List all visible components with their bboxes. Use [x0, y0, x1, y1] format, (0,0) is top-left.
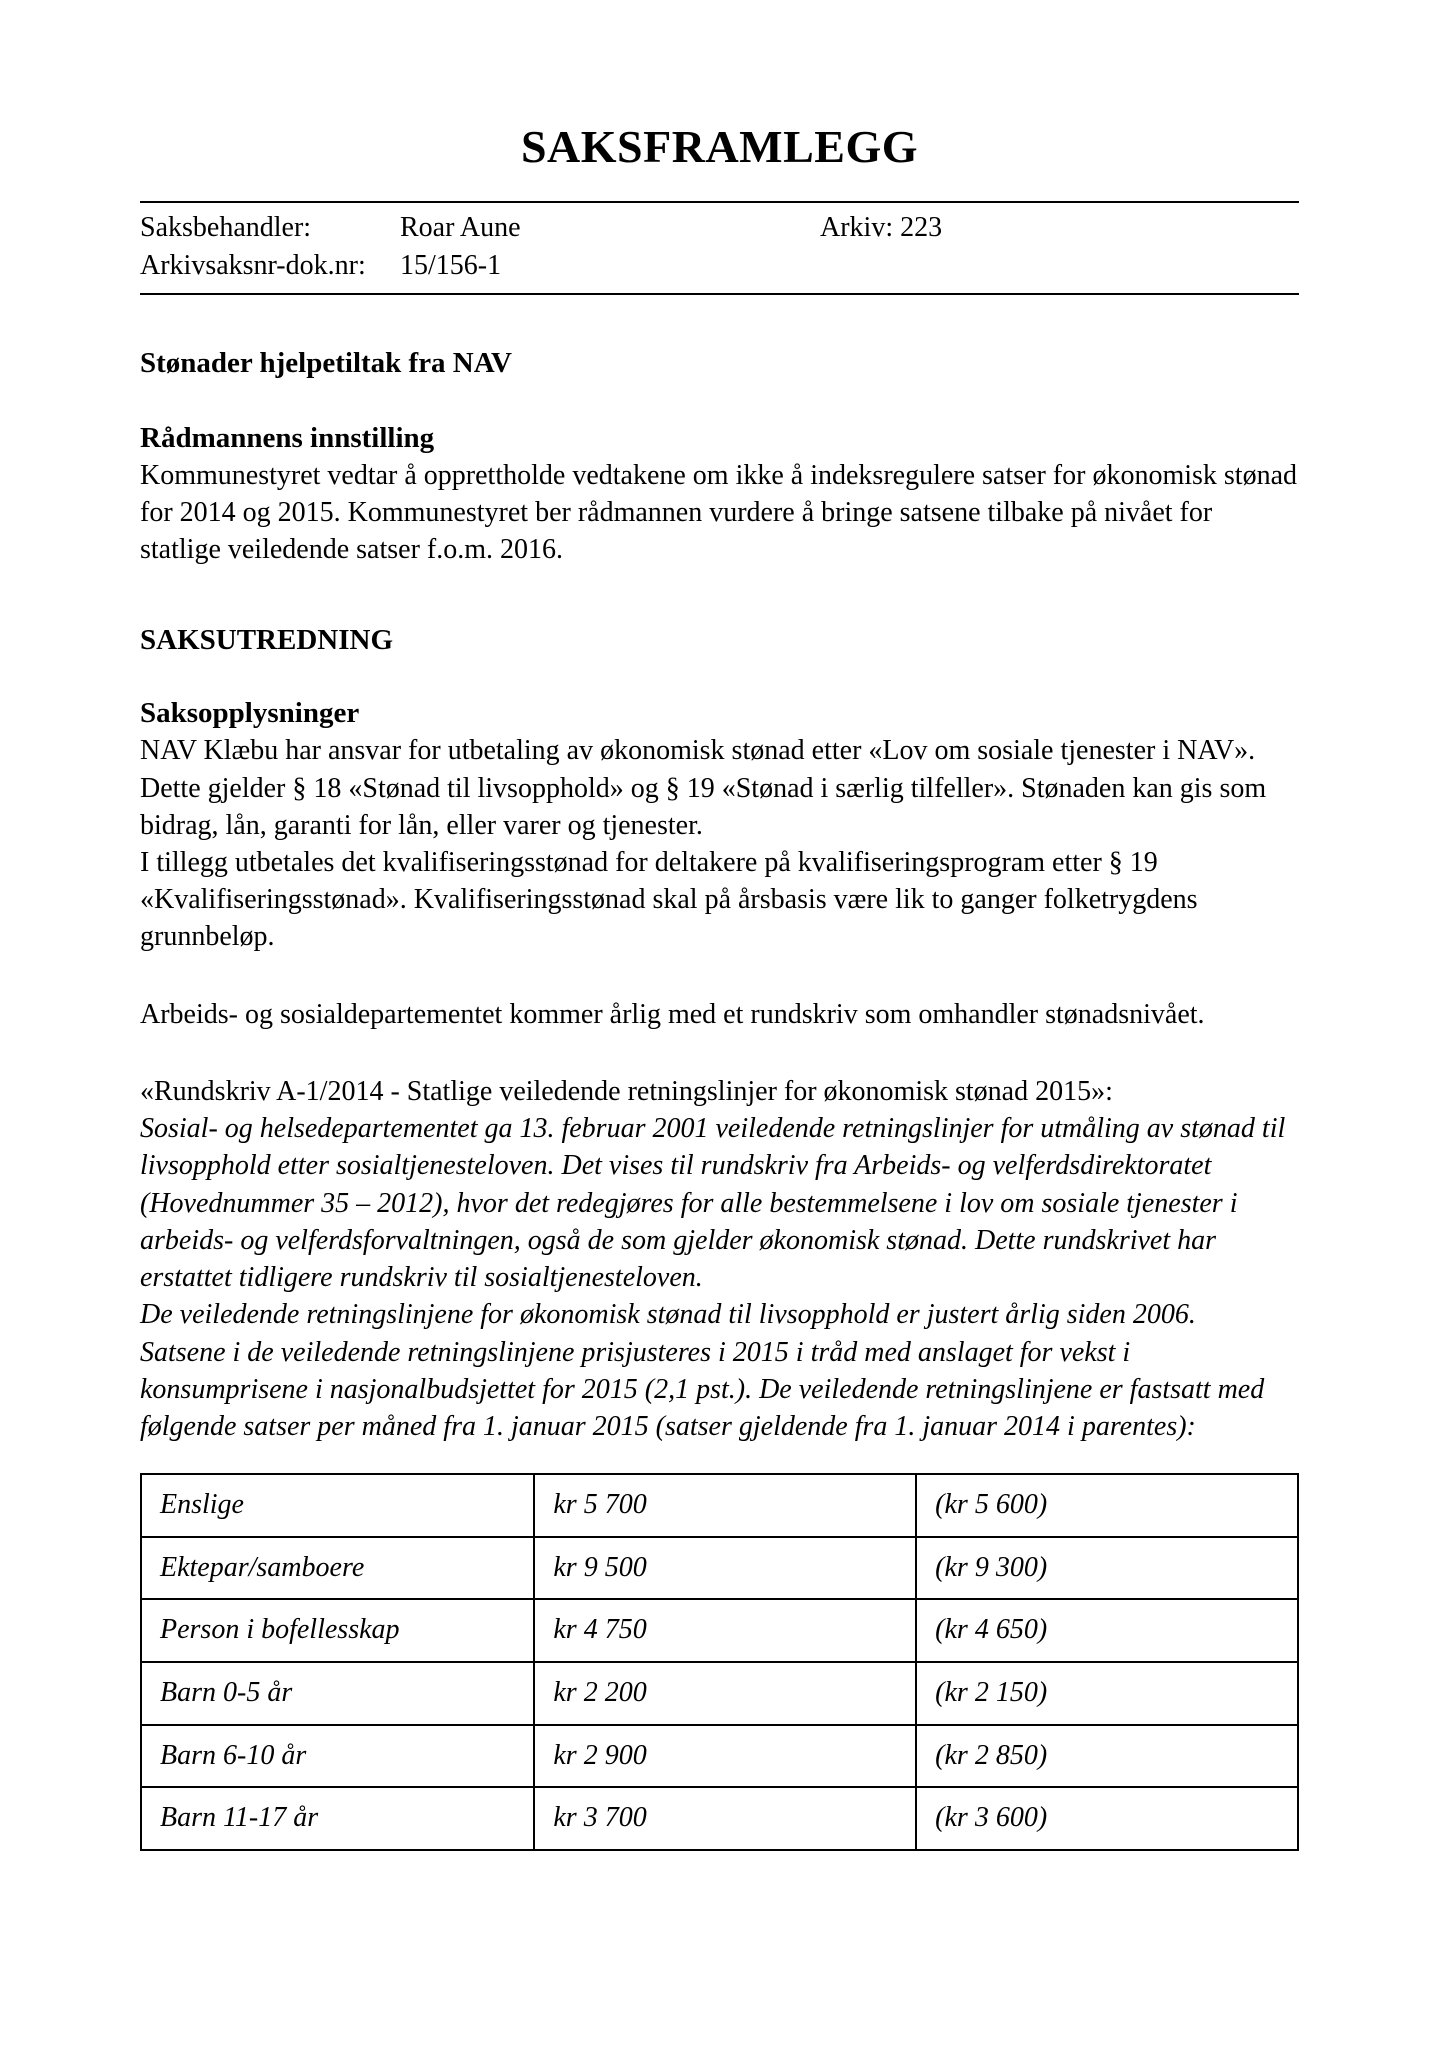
meta-caseno-value: 15/156-1 — [400, 247, 820, 285]
rate-category: Person i bofellesskap — [141, 1599, 534, 1662]
meta-row-caseno: Arkivsaksnr-dok.nr: 15/156-1 — [140, 247, 1299, 285]
meta-handler-label: Saksbehandler: — [140, 209, 400, 247]
table-row: Barn 6-10 år kr 2 900 (kr 2 850) — [141, 1725, 1298, 1788]
rate-2014: (kr 5 600) — [916, 1474, 1298, 1537]
rate-2014: (kr 2 150) — [916, 1662, 1298, 1725]
rate-category: Barn 6-10 år — [141, 1725, 534, 1788]
rate-2015: kr 4 750 — [534, 1599, 916, 1662]
table-row: Barn 11-17 år kr 3 700 (kr 3 600) — [141, 1787, 1298, 1850]
rate-2014: (kr 9 300) — [916, 1537, 1298, 1600]
rundskriv-quote-1: Sosial- og helsedepartementet ga 13. feb… — [140, 1110, 1299, 1296]
rate-2015: kr 9 500 — [534, 1537, 916, 1600]
rate-category: Ektepar/samboere — [141, 1537, 534, 1600]
rate-2014: (kr 3 600) — [916, 1787, 1298, 1850]
saksopplysninger-p2: I tillegg utbetales det kvalifiseringsst… — [140, 844, 1299, 956]
meta-caseno-label: Arkivsaksnr-dok.nr: — [140, 247, 400, 285]
table-row: Ektepar/samboere kr 9 500 (kr 9 300) — [141, 1537, 1298, 1600]
rate-2015: kr 3 700 — [534, 1787, 916, 1850]
rate-category: Enslige — [141, 1474, 534, 1537]
saksopplysninger-heading: Saksopplysninger — [140, 697, 1299, 730]
rates-table-body: Enslige kr 5 700 (kr 5 600) Ektepar/samb… — [141, 1474, 1298, 1850]
table-row: Barn 0-5 år kr 2 200 (kr 2 150) — [141, 1662, 1298, 1725]
rate-2015: kr 5 700 — [534, 1474, 916, 1537]
saksutredning-heading: SAKSUTREDNING — [140, 624, 1299, 657]
document-page: SAKSFRAMLEGG Saksbehandler: Roar Aune Ar… — [0, 0, 1439, 2048]
rate-2015: kr 2 900 — [534, 1725, 916, 1788]
rundskriv-intro: «Rundskriv A-1/2014 - Statlige veiledend… — [140, 1073, 1299, 1110]
meta-row-handler: Saksbehandler: Roar Aune Arkiv: 223 — [140, 209, 1299, 247]
meta-handler-value: Roar Aune — [400, 209, 820, 247]
rate-category: Barn 11-17 år — [141, 1787, 534, 1850]
recommendation-heading: Rådmannens innstilling — [140, 422, 1299, 455]
meta-block: Saksbehandler: Roar Aune Arkiv: 223 Arki… — [140, 201, 1299, 295]
table-row: Person i bofellesskap kr 4 750 (kr 4 650… — [141, 1599, 1298, 1662]
saksopplysninger-p1: NAV Klæbu har ansvar for utbetaling av ø… — [140, 732, 1299, 844]
rates-table: Enslige kr 5 700 (kr 5 600) Ektepar/samb… — [140, 1473, 1299, 1851]
rate-2015: kr 2 200 — [534, 1662, 916, 1725]
rundskriv-quote-3: Satsene i de veiledende retningslinjene … — [140, 1334, 1299, 1446]
meta-arkiv: Arkiv: 223 — [820, 209, 942, 247]
rate-category: Barn 0-5 år — [141, 1662, 534, 1725]
rate-2014: (kr 4 650) — [916, 1599, 1298, 1662]
document-title: SAKSFRAMLEGG — [140, 120, 1299, 173]
saksopplysninger-p3: Arbeids- og sosialdepartementet kommer å… — [140, 996, 1299, 1033]
rundskriv-quote-2: De veiledende retningslinjene for økonom… — [140, 1296, 1299, 1333]
rate-2014: (kr 2 850) — [916, 1725, 1298, 1788]
table-row: Enslige kr 5 700 (kr 5 600) — [141, 1474, 1298, 1537]
subject-heading: Stønader hjelpetiltak fra NAV — [140, 347, 1299, 380]
recommendation-body: Kommunestyret vedtar å opprettholde vedt… — [140, 457, 1299, 569]
